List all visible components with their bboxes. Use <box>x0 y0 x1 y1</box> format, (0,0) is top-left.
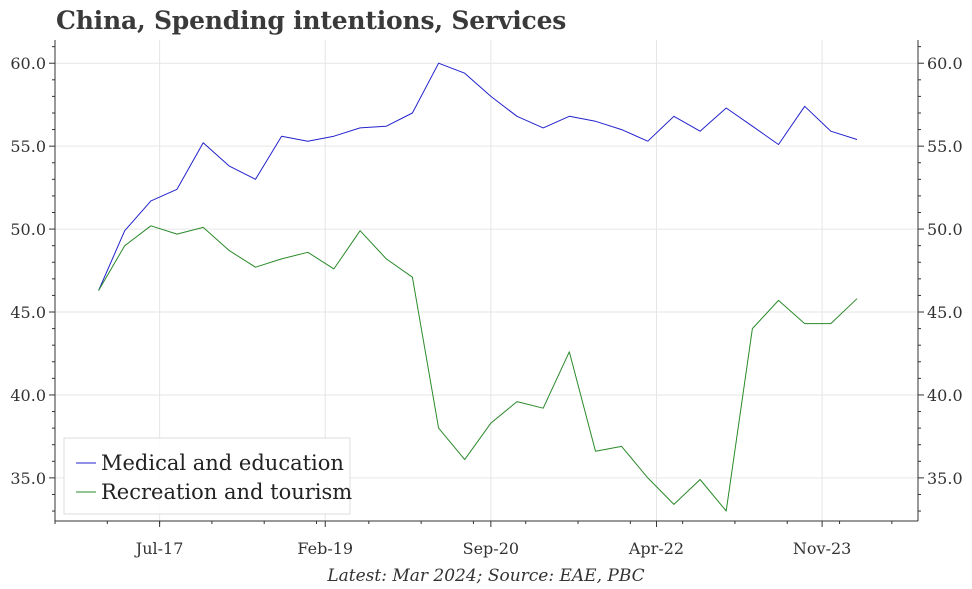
chart-title: China, Spending intentions, Services <box>56 6 567 35</box>
legend-label-recreation: Recreation and tourism <box>101 480 352 504</box>
y-tick-label-left: 55.0 <box>10 137 46 156</box>
y-tick-label-left: 45.0 <box>10 303 46 322</box>
x-tick-label: Feb-19 <box>297 539 353 558</box>
y-tick-label-right: 40.0 <box>927 386 963 405</box>
legend: Medical and education Recreation and tou… <box>63 437 352 515</box>
y-tick-label-left: 50.0 <box>10 220 46 239</box>
series-line-medical <box>98 62 858 291</box>
x-tick-label: Apr-22 <box>628 539 684 558</box>
y-tick-label-left: 60.0 <box>10 54 46 73</box>
y-tick-label-left: 40.0 <box>10 386 46 405</box>
gridlines <box>55 40 918 521</box>
y-tick-label-right: 55.0 <box>927 137 963 156</box>
x-tick-label: Jul-17 <box>134 539 184 558</box>
x-tick-label: Nov-23 <box>793 539 851 558</box>
series-lines <box>98 62 858 512</box>
legend-label-medical: Medical and education <box>101 451 344 475</box>
source-note: Latest: Mar 2024; Source: EAE, PBC <box>327 566 645 586</box>
series-line-recreation <box>98 225 858 512</box>
y-tick-label-left: 35.0 <box>10 469 46 488</box>
axes: 35.0 35.0 40.0 40.0 45.0 45.0 50.0 50.0 55.0 55.0… <box>10 40 963 558</box>
y-tick-label-right: 60.0 <box>927 54 963 73</box>
legend-box <box>63 437 351 515</box>
y-tick-label-right: 45.0 <box>927 303 963 322</box>
y-tick-label-right: 50.0 <box>927 220 963 239</box>
y-tick-label-right: 35.0 <box>927 469 963 488</box>
x-tick-label: Sep-20 <box>463 539 519 558</box>
